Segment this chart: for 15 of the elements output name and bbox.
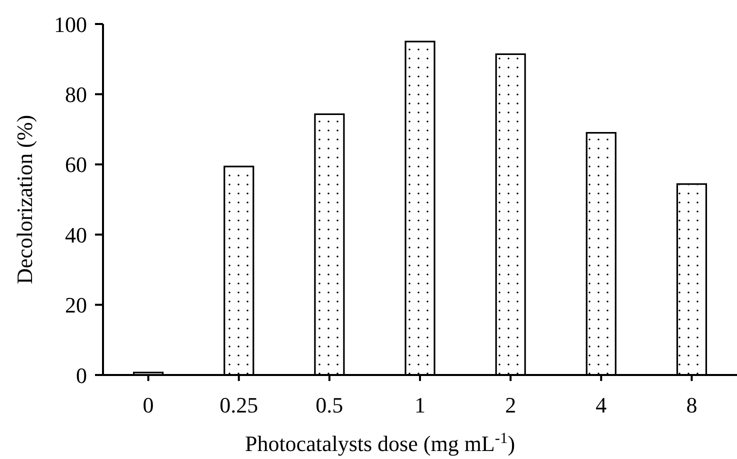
x-tick-label: 4 [596,392,607,418]
y-tick-label: 60 [65,152,87,178]
x-tick-label: 1 [414,392,426,418]
y-axis-title: Decolorization (%) [12,114,37,284]
x-tick-label: 0.5 [316,392,344,418]
y-tick-label: 20 [65,292,87,318]
y-tick-label: 40 [65,222,87,248]
y-tick-label: 0 [76,362,87,388]
x-tick-label: 0.25 [220,392,258,418]
y-tick-label: 100 [54,12,87,37]
x-tick-label: 8 [686,392,698,418]
y-tick-label: 80 [65,82,87,108]
x-tick-label: 2 [505,392,516,418]
x-tick-label: 0 [142,392,154,418]
x-axis-title: Photocatalysts dose (mg mL$^{-1}$) [244,430,516,456]
